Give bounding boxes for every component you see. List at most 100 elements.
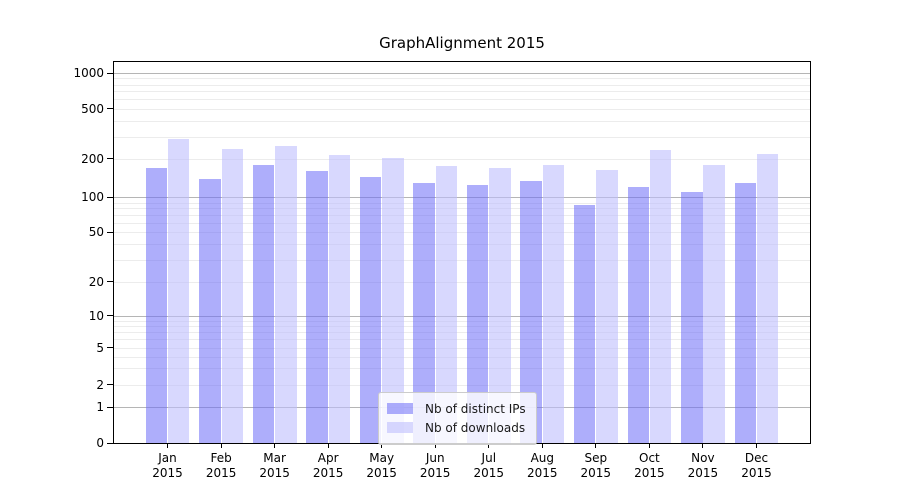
x-tick-mark-oct [648,444,650,448]
y-tick-label-5: 5 [96,340,104,355]
legend-item-distinct-ips: Nb of distinct IPs [387,399,526,418]
y-tick-mark-100 [107,196,113,198]
x-tick-label-feb: Feb 2015 [205,451,237,480]
y-tick-label-500: 500 [81,101,104,116]
bar-dec-downloads [756,153,779,443]
gridline-400 [114,121,810,122]
y-tick-label-2: 2 [96,377,104,392]
y-tick-mark-1 [107,406,113,408]
x-tick-label-dec: Dec 2015 [741,451,772,480]
x-tick-label-jun: Jun 2015 [419,451,451,480]
bar-aug-distinct-ips [520,180,542,443]
gridline-5 [114,347,810,349]
x-tick-mark-jul [488,444,490,448]
gridline-1000 [114,73,810,74]
bar-nov-distinct-ips [681,191,703,443]
bar-feb-downloads [221,149,243,443]
y-tick-label-100: 100 [81,190,104,205]
gridline-3 [114,368,810,370]
x-tick-mark-sep [595,444,597,448]
gridline-800 [114,84,810,86]
gridline-200 [114,158,810,160]
gridline-40 [114,244,810,246]
bar-jun-distinct-ips [413,182,435,443]
legend-swatch-distinct-ips [387,403,413,414]
gridline-10 [114,315,810,317]
gridline-6 [114,339,810,341]
gridline-700 [114,91,810,93]
x-tick-mark-aug [541,444,543,448]
x-tick-mark-jun [434,444,436,448]
gridline-30 [114,259,810,261]
y-tick-label-1: 1 [96,400,104,415]
bar-dec-distinct-ips [734,182,757,443]
gridline-2 [114,384,810,386]
bar-may-distinct-ips [359,176,382,443]
y-tick-mark-2 [107,384,113,386]
gridline-90 [114,202,810,204]
y-tick-label-50: 50 [88,225,104,239]
bar-sep-distinct-ips [573,205,596,443]
gridline-900 [114,78,810,80]
bar-apr-distinct-ips [306,171,328,443]
y-tick-label-1000: 1000 [73,66,104,80]
y-tick-mark-500 [107,108,113,110]
x-tick-label-mar: Mar 2015 [259,451,290,480]
y-tick-label-200: 200 [81,151,104,166]
y-tick-mark-5 [107,347,113,349]
bar-may-downloads [382,157,404,443]
legend-label-downloads: Nb of downloads [425,420,526,435]
legend: Nb of distinct IPs Nb of downloads [378,392,537,445]
x-tick-label-jul: Jul 2015 [473,451,505,480]
x-tick-label-may: May 2015 [366,451,397,480]
bar-mar-downloads [275,145,297,443]
x-tick-label-oct: Oct 2015 [634,451,665,480]
x-tick-mark-may [381,444,383,448]
gridline-8 [114,326,810,327]
x-tick-mark-dec [756,444,757,448]
bar-feb-distinct-ips [199,178,221,443]
y-tick-mark-20 [107,281,113,283]
bar-oct-distinct-ips [627,187,649,443]
y-tick-mark-200 [107,158,113,160]
x-tick-mark-jan [167,444,168,448]
x-tick-label-aug: Aug 2015 [527,451,558,480]
x-tick-label-sep: Sep 2015 [580,451,612,480]
bar-jan-distinct-ips [145,167,168,443]
bar-apr-downloads [328,155,351,443]
bar-sep-downloads [596,169,618,443]
gridline-60 [114,222,810,224]
gridline-9 [114,320,810,322]
bar-nov-downloads [703,164,725,443]
chart-title: GraphAlignment 2015 [379,34,545,52]
y-tick-label-0: 0 [96,436,104,450]
x-tick-mark-mar [274,444,276,448]
x-tick-label-apr: Apr 2015 [312,451,344,480]
bar-mar-distinct-ips [252,164,275,443]
y-tick-label-20: 20 [88,274,104,289]
gridline-20 [114,281,810,283]
legend-item-downloads: Nb of downloads [387,418,526,437]
x-tick-mark-feb [220,444,222,448]
x-tick-label-nov: Nov 2015 [687,451,719,480]
y-tick-label-10: 10 [88,308,104,323]
gridline-600 [114,99,810,101]
plot-area: Nb of distinct IPs Nb of downloads [113,61,811,445]
x-tick-mark-apr [327,444,329,448]
gridline-300 [114,136,810,138]
bar-jan-downloads [167,138,190,443]
y-tick-mark-0 [107,442,113,444]
gridline-4 [114,356,810,358]
gridline-50 [114,232,810,233]
x-tick-mark-nov [702,444,704,448]
legend-swatch-downloads [387,422,413,433]
y-tick-mark-10 [107,315,113,317]
bar-aug-downloads [542,164,565,443]
bar-jul-distinct-ips [466,184,489,443]
y-tick-mark-50 [107,231,113,233]
gridline-7 [114,332,810,334]
gridline-70 [114,215,810,217]
gridline-500 [114,108,810,110]
bar-jun-downloads [435,166,458,443]
